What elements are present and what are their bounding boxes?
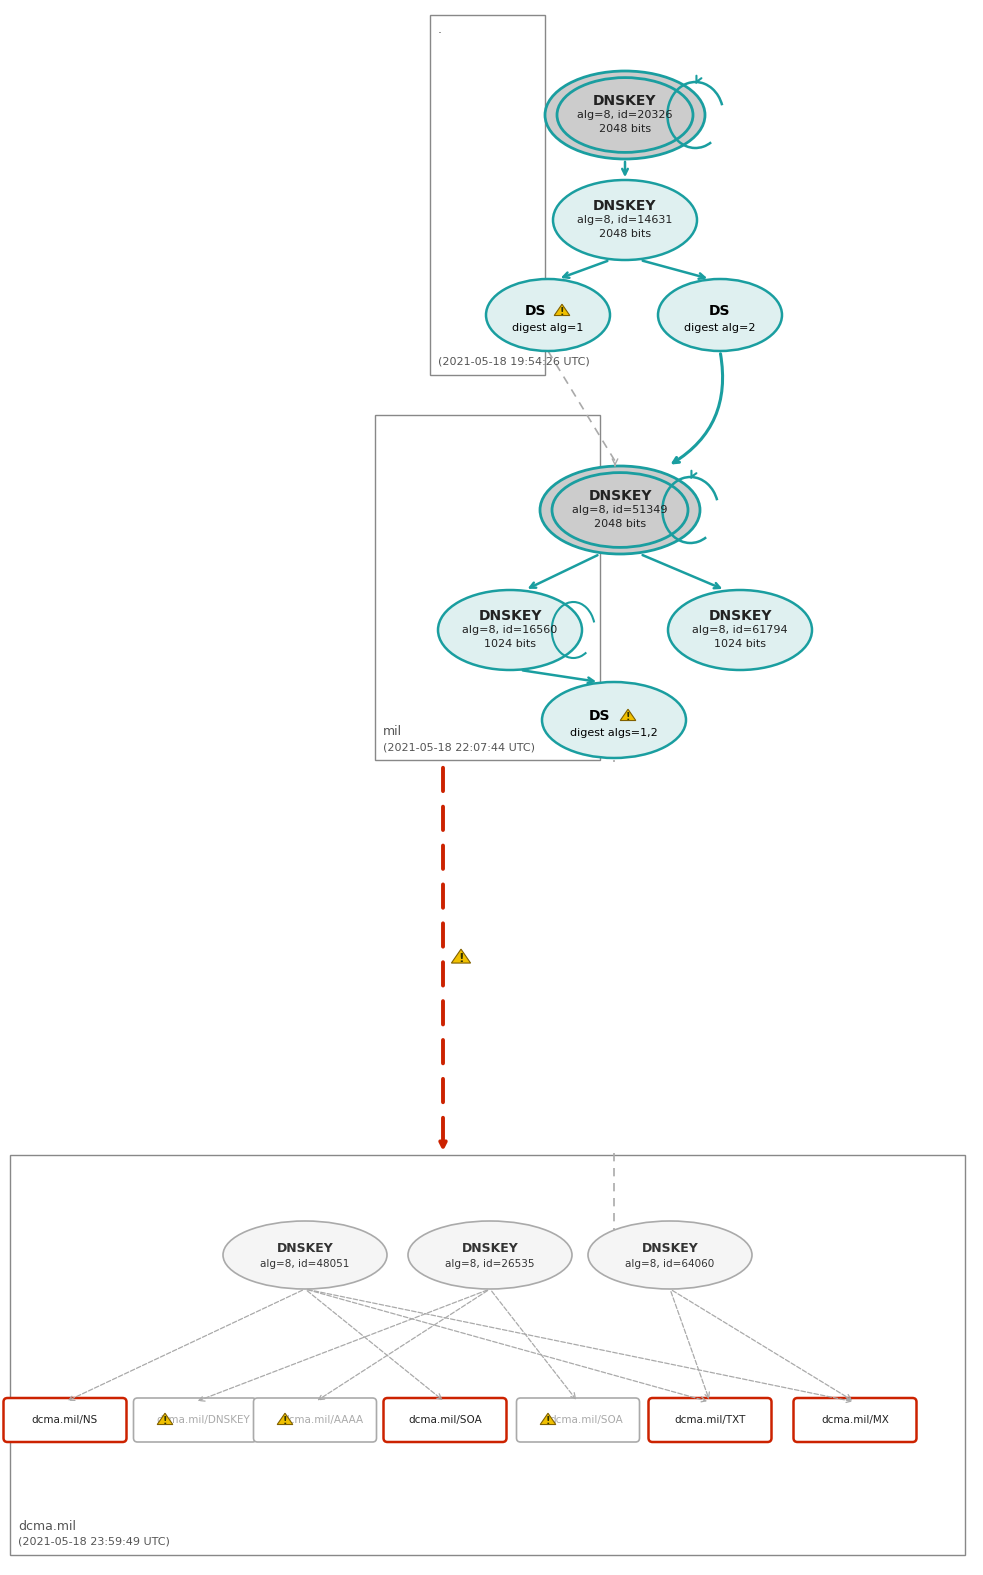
Text: !: ! xyxy=(559,307,564,317)
FancyBboxPatch shape xyxy=(383,1399,506,1443)
Text: !: ! xyxy=(546,1416,550,1425)
FancyBboxPatch shape xyxy=(254,1399,376,1443)
Text: DNSKEY: DNSKEY xyxy=(462,1241,518,1255)
Text: digest algs=1,2: digest algs=1,2 xyxy=(570,728,658,739)
Polygon shape xyxy=(620,709,636,720)
Text: 1024 bits: 1024 bits xyxy=(484,639,536,649)
Text: mil: mil xyxy=(383,724,402,739)
Text: alg=8, id=51349: alg=8, id=51349 xyxy=(572,506,667,515)
FancyBboxPatch shape xyxy=(134,1399,257,1443)
Polygon shape xyxy=(541,1413,555,1424)
Polygon shape xyxy=(277,1413,293,1424)
Text: alg=8, id=26535: alg=8, id=26535 xyxy=(445,1258,535,1269)
Text: !: ! xyxy=(163,1416,167,1425)
FancyBboxPatch shape xyxy=(4,1399,127,1443)
FancyBboxPatch shape xyxy=(649,1399,772,1443)
Text: alg=8, id=48051: alg=8, id=48051 xyxy=(260,1258,350,1269)
Text: dcma.mil: dcma.mil xyxy=(18,1520,76,1532)
Ellipse shape xyxy=(545,71,705,159)
Text: dcma.mil/TXT: dcma.mil/TXT xyxy=(674,1414,746,1425)
Text: DNSKEY: DNSKEY xyxy=(594,94,657,109)
FancyBboxPatch shape xyxy=(793,1399,916,1443)
Bar xyxy=(375,414,600,761)
Bar xyxy=(430,16,545,375)
Ellipse shape xyxy=(486,279,610,351)
Text: DNSKEY: DNSKEY xyxy=(588,488,652,502)
Ellipse shape xyxy=(553,180,697,260)
Ellipse shape xyxy=(438,591,582,669)
Text: DNSKEY: DNSKEY xyxy=(594,198,657,213)
Polygon shape xyxy=(554,304,570,315)
Text: alg=8, id=14631: alg=8, id=14631 xyxy=(577,216,672,225)
Text: DS: DS xyxy=(710,304,730,318)
Text: digest alg=2: digest alg=2 xyxy=(684,323,756,332)
Polygon shape xyxy=(451,950,471,962)
Text: !: ! xyxy=(283,1416,287,1425)
Text: dcma.mil/MX: dcma.mil/MX xyxy=(821,1414,889,1425)
Text: alg=8, id=64060: alg=8, id=64060 xyxy=(625,1258,715,1269)
Ellipse shape xyxy=(223,1221,387,1288)
Text: DNSKEY: DNSKEY xyxy=(642,1241,698,1255)
Text: (2021-05-18 23:59:49 UTC): (2021-05-18 23:59:49 UTC) xyxy=(18,1537,170,1547)
Ellipse shape xyxy=(542,682,686,758)
Ellipse shape xyxy=(552,472,688,548)
Text: (2021-05-18 22:07:44 UTC): (2021-05-18 22:07:44 UTC) xyxy=(383,742,535,751)
Text: !: ! xyxy=(626,712,630,721)
Ellipse shape xyxy=(557,77,693,153)
Polygon shape xyxy=(157,1413,173,1424)
Text: dcma.mil/SOA: dcma.mil/SOA xyxy=(549,1414,623,1425)
Text: DNSKEY: DNSKEY xyxy=(276,1241,333,1255)
Text: DNSKEY: DNSKEY xyxy=(479,610,542,624)
Text: .: . xyxy=(438,24,442,36)
Text: DNSKEY: DNSKEY xyxy=(708,610,772,624)
Text: DS: DS xyxy=(589,709,610,723)
Text: alg=8, id=20326: alg=8, id=20326 xyxy=(577,110,672,120)
Text: 2048 bits: 2048 bits xyxy=(594,520,646,529)
Text: 1024 bits: 1024 bits xyxy=(714,639,766,649)
Text: alg=8, id=16560: alg=8, id=16560 xyxy=(462,625,557,635)
Text: dcma.mil/AAAA: dcma.mil/AAAA xyxy=(282,1414,364,1425)
Bar xyxy=(10,1154,965,1555)
Ellipse shape xyxy=(408,1221,572,1288)
Text: DS: DS xyxy=(525,304,547,318)
Text: alg=8, id=61794: alg=8, id=61794 xyxy=(692,625,787,635)
Text: 2048 bits: 2048 bits xyxy=(599,228,651,239)
Text: (2021-05-18 19:54:26 UTC): (2021-05-18 19:54:26 UTC) xyxy=(438,358,590,367)
Text: dcma.mil/DNSKEY: dcma.mil/DNSKEY xyxy=(156,1414,250,1425)
Ellipse shape xyxy=(540,466,700,554)
Text: !: ! xyxy=(458,951,464,965)
Text: dcma.mil/SOA: dcma.mil/SOA xyxy=(408,1414,482,1425)
Ellipse shape xyxy=(588,1221,752,1288)
Ellipse shape xyxy=(658,279,782,351)
FancyBboxPatch shape xyxy=(516,1399,640,1443)
Text: dcma.mil/NS: dcma.mil/NS xyxy=(31,1414,98,1425)
Text: digest alg=1: digest alg=1 xyxy=(512,323,584,332)
Ellipse shape xyxy=(668,591,812,669)
Text: 2048 bits: 2048 bits xyxy=(599,124,651,134)
